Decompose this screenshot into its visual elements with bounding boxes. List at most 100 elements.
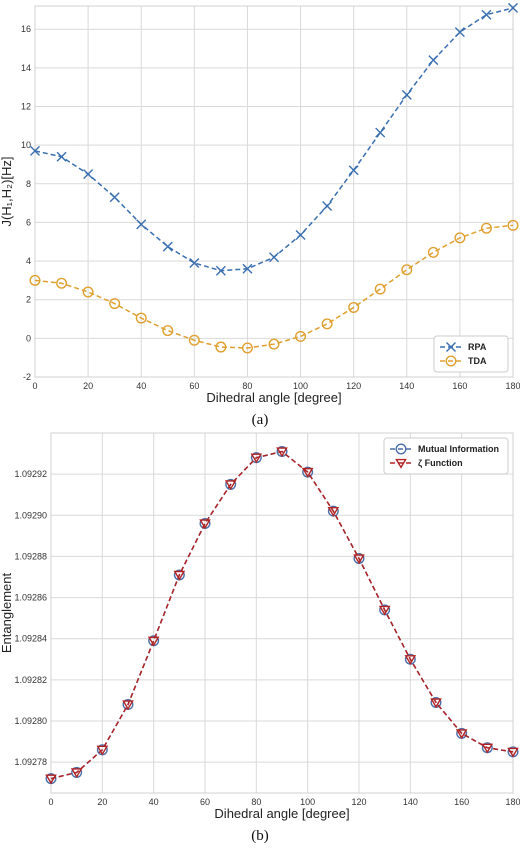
chart-a-series-0-point-b: [56, 151, 67, 162]
chart-a-y-tick-label: 0: [26, 333, 31, 343]
chart-a-legend-swatch-marker: [445, 355, 457, 367]
chart-a-x-tick-label: 100: [293, 381, 308, 391]
chart-b-series-1-point: [276, 447, 288, 458]
chart-a-series-1-point: [162, 325, 174, 337]
chart-b-x-tick-label: 160: [454, 797, 469, 807]
chart-a-series-0-point-b: [162, 241, 173, 252]
chart-b-series-1: [45, 447, 519, 785]
chart-b-y-tick-label: 1.09280: [14, 716, 47, 726]
chart-b-legend-label: Mutual Information: [418, 444, 499, 454]
chart-b-y-tick-label: 1.09290: [14, 510, 47, 520]
chart-a-grid: [34, 6, 514, 378]
chart-a-series-1-point: [109, 298, 121, 310]
chart-b-y-tick-label: 1.09282: [14, 675, 47, 685]
chart-a-x-tick-label: 20: [83, 381, 93, 391]
chart-b-plot-frame: [50, 432, 514, 794]
chart-a-y-tick-label: -2: [23, 372, 31, 382]
chart-a-y-tick-label: 6: [26, 217, 31, 227]
chart-b-series-1-point: [147, 636, 160, 647]
chart-a-series-1-point: [507, 219, 519, 231]
chart-a-series-0-point-b: [189, 257, 200, 268]
chart-a-series-0-point-b: [30, 145, 40, 156]
chart-b-x-tick-label: 100: [300, 797, 315, 807]
chart-b-y-tick-label: 1.09278: [14, 757, 47, 767]
chart-b-x-tick-label: 20: [97, 797, 107, 807]
chart-a-series-1-line: [34, 224, 514, 349]
chart-a-x-axis-label: Dihedral angle [degree]: [206, 390, 341, 405]
chart-a-series-0-point-b: [454, 27, 465, 38]
chart-a-series-0-point-b: [215, 265, 226, 276]
chart-a-x-tick-label: 80: [242, 381, 252, 391]
chart-a-series-1-point: [135, 312, 147, 324]
chart-b-series-1-point: [122, 700, 134, 711]
chart-b-y-ticks: 1.09278 1.09280 1.09282 1.09284 1.09286 1.092…: [14, 469, 47, 767]
chart-b-series-1-point: [353, 554, 365, 565]
chart-b-y-tick-label: 1.09292: [14, 469, 47, 479]
chart-b-y-tick-label: 1.09288: [14, 551, 47, 561]
chart-b-legend: Mutual Information ζ Function: [383, 437, 509, 475]
chart-a-series-0-point-b: [295, 229, 306, 240]
chart-a-y-tick-label: 14: [21, 63, 31, 73]
chart-a-series-0-point-b: [269, 252, 279, 263]
chart-a-series-0-point-b: [481, 9, 492, 20]
chart-a-y-tick-label: 16: [21, 24, 31, 34]
chart-b-series-1-point: [455, 729, 468, 740]
chart-a-x-tick-label: 180: [505, 381, 520, 391]
chart-a-series-0-point-b: [348, 165, 359, 176]
chart-b-x-tick-label: 120: [351, 797, 366, 807]
chart-a-x-tick-label: 140: [399, 381, 414, 391]
chart-b-series-1-line: [50, 450, 514, 780]
chart-a-y-tick-label: 4: [26, 256, 31, 266]
chart-a-series-1: [29, 219, 519, 354]
chart-a-series-0-point-b: [242, 263, 253, 274]
chart-a-series-0-point-b: [83, 169, 94, 180]
chart-a-series-1-point: [374, 283, 386, 295]
chart-a-x-tick-label: 40: [136, 381, 146, 391]
chart-b-series-1-point: [301, 467, 314, 478]
chart-a-series-1-point: [348, 301, 360, 313]
chart-a-series-0: [30, 2, 518, 276]
chart-b-series-1-point: [70, 768, 83, 779]
chart-a-series-1-point: [188, 334, 200, 346]
chart-b-legend-swatch-marker: [395, 443, 407, 455]
chart-a-series-1-point: [295, 330, 307, 342]
chart-a-series-1-point: [215, 341, 227, 353]
chart-a-series-1-point: [29, 274, 41, 286]
chart-a-series-0-point-b: [109, 192, 120, 203]
chart-b-x-tick-label: 140: [403, 797, 418, 807]
chart-b-series-1-point: [173, 570, 186, 581]
chart-a-series-1-point: [480, 222, 492, 234]
chart-a-x-tick-label: 120: [346, 381, 361, 391]
chart-a-series-0-point-b: [401, 89, 412, 100]
chart-b-series-1-point: [404, 655, 417, 666]
chart-a-legend: RPA TDA: [433, 335, 509, 373]
chart-b-series-1-point: [96, 745, 109, 756]
chart-b-series-1-point: [327, 507, 340, 517]
chart-b-legend-box: [383, 437, 509, 475]
chart-b-x-axis-label: Dihedral angle [degree]: [214, 806, 349, 821]
chart-a-y-tick-label: 12: [21, 101, 31, 111]
chart-b-legend-swatch-marker: [395, 458, 407, 469]
chart-b-y-tick-label: 1.09284: [14, 634, 47, 644]
chart-a-series-1-point: [268, 338, 280, 350]
chart-a-series-1-point: [454, 232, 466, 244]
chart-b-series-0-line: [50, 450, 514, 780]
chart-a-series-1-point: [401, 264, 413, 276]
chart-b-x-tick-label: 180: [505, 797, 520, 807]
chart-a-caption: (a): [252, 412, 269, 428]
chart-a-x-tick-label: 160: [452, 381, 467, 391]
chart-b-series-1-point: [378, 605, 391, 616]
chart-b-caption: (b): [251, 828, 269, 844]
chart-a-series-1-point: [241, 342, 253, 354]
chart-b-series-1-point: [507, 747, 519, 758]
chart-b-x-tick-label: 40: [149, 797, 159, 807]
chart-a-series-1-point: [321, 318, 333, 330]
chart-b-y-tick-label: 1.09286: [14, 593, 47, 603]
chart-b-x-ticks: 0 20 40 60 80 100 120 140 160 180: [48, 797, 520, 807]
chart-b-x-tick-label: 60: [200, 797, 210, 807]
chart-a-series-0-point-b: [136, 219, 147, 230]
chart-a-x-ticks: 0 20 40 60 80 100 120 140 160 180: [32, 381, 520, 391]
chart-a-series-0-point-b: [428, 55, 439, 66]
chart-b-series: [45, 446, 519, 785]
chart-b-legend-label: ζ Function: [418, 458, 463, 468]
